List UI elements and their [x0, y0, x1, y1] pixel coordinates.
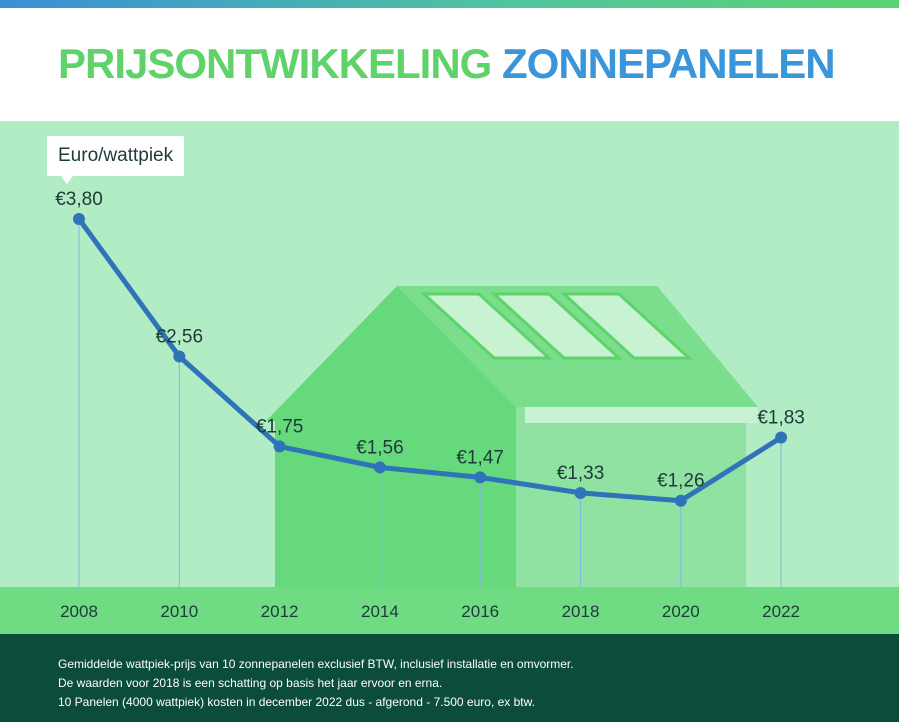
data-point-2020 [674, 494, 687, 507]
data-point-2018 [574, 486, 587, 499]
top-accent-stripe [0, 0, 899, 8]
x-tick-label-2016: 2016 [461, 602, 499, 621]
value-label-2012: €1,75 [256, 416, 304, 437]
x-axis-ticks: 2008 2010 2012 2014 2016 2018 2020 2022 [60, 602, 800, 621]
value-label-2014: €1,56 [356, 437, 404, 458]
x-tick-label-2012: 2012 [261, 602, 299, 621]
guide-lines [78, 219, 782, 587]
data-points [73, 213, 788, 507]
page-title: PRIJSONTWIKKELING ZONNEPANELEN [58, 40, 836, 88]
value-label-2020: €1,26 [657, 471, 705, 492]
title-part-2: ZONNEPANELEN [502, 40, 836, 87]
value-label-2016: €1,47 [456, 447, 504, 468]
solar-panel-3 [560, 292, 693, 360]
price-chart: €3,80 €2,56 €1,75 €1,56 €1,47 €1,33 €1,26 €1,83… [0, 121, 899, 634]
data-point-2014 [373, 461, 386, 474]
data-point-2016 [474, 471, 487, 484]
value-label-2022: €1,83 [757, 407, 805, 428]
footer-line-1: Gemiddelde wattpiek-prijs van 10 zonnepa… [58, 657, 574, 671]
x-tick-label-2022: 2022 [762, 602, 800, 621]
value-labels: €3,80 €2,56 €1,75 €1,56 €1,47 €1,33 €1,26 €1,83 [55, 189, 805, 492]
x-tick-label-2014: 2014 [361, 602, 399, 621]
x-tick-label-2008: 2008 [60, 602, 98, 621]
price-series-line [76, 216, 784, 504]
footer-line-2: De waarden voor 2018 is een schatting op… [58, 676, 443, 690]
x-tick-label-2018: 2018 [562, 602, 600, 621]
value-label-2008: €3,80 [55, 189, 103, 210]
footer-line-3: 10 Panelen (4000 wattpiek) kosten in dec… [58, 695, 535, 709]
x-axis-band [0, 587, 899, 634]
unit-label: Euro/wattpiek [47, 136, 185, 184]
value-label-2010: €2,56 [156, 327, 204, 348]
footer-note: Gemiddelde wattpiek-prijs van 10 zonnepa… [0, 634, 899, 722]
data-point-2022 [775, 431, 788, 444]
data-point-2008 [73, 213, 85, 225]
data-point-2012 [273, 440, 286, 453]
x-tick-label-2010: 2010 [160, 602, 198, 621]
house-front-gable [266, 286, 516, 587]
title-part-1: PRIJSONTWIKKELING [58, 40, 492, 87]
house-eave [525, 407, 758, 423]
solar-panel-2 [490, 292, 623, 360]
solar-panel-1 [420, 292, 553, 360]
value-label-2018: €1,33 [557, 463, 605, 484]
x-tick-label-2020: 2020 [662, 602, 700, 621]
data-point-2010 [173, 350, 186, 363]
